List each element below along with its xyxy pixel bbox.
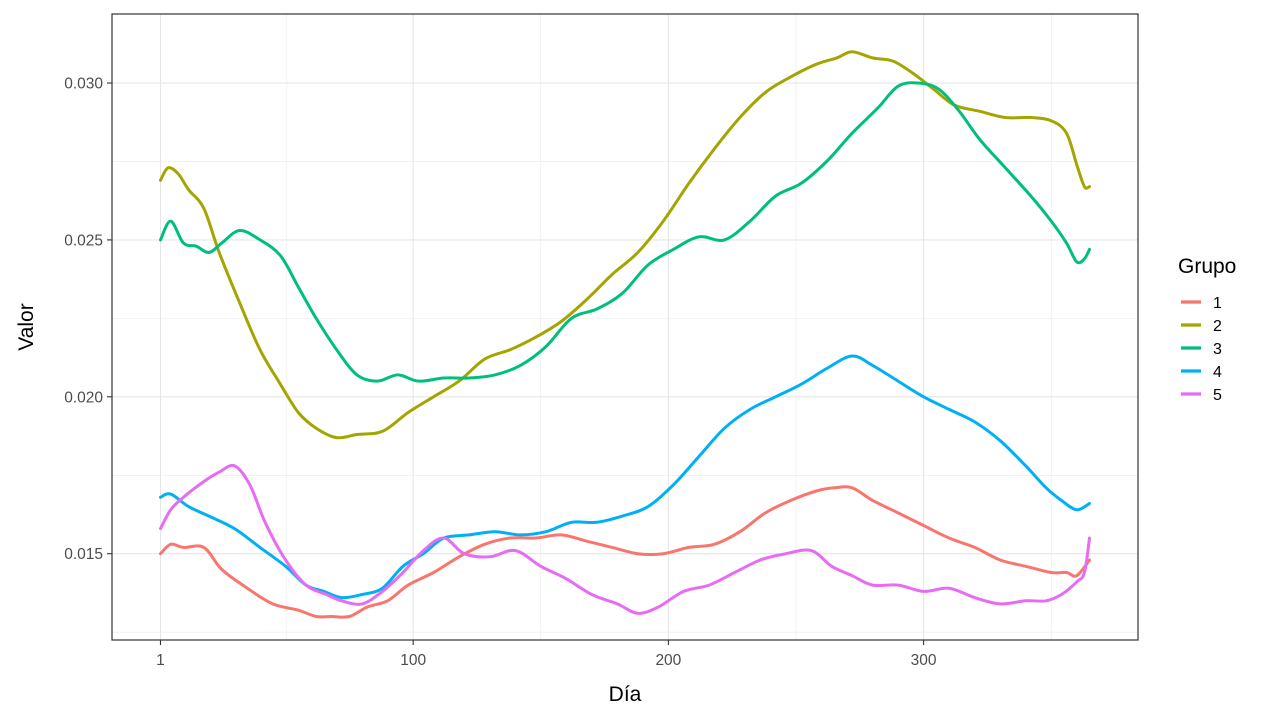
major-gridlines: [112, 14, 1138, 640]
legend-label-grupo-3: 3: [1213, 341, 1222, 358]
y-tick-label: 0.020: [64, 389, 103, 406]
x-axis-title: Día: [609, 683, 642, 706]
legend-items: 1 2 3 4 5: [1181, 295, 1222, 404]
series-line-grupo-1: [159, 485, 1091, 619]
y-tick-label: 0.025: [64, 232, 103, 249]
y-axis-title: Valor: [15, 303, 38, 350]
x-tick-label: 300: [911, 652, 937, 669]
series-line-grupo-3: [159, 81, 1091, 383]
x-tick-label: 1: [156, 652, 165, 669]
series-line-grupo-5: [159, 463, 1091, 615]
x-tick-label: 200: [655, 652, 681, 669]
minor-gridlines: [112, 14, 1138, 640]
y-axis: 0.015 0.020 0.025 0.030: [64, 76, 112, 563]
legend: Grupo 1 2 3 4 5: [1178, 255, 1236, 404]
legend-label-grupo-5: 5: [1213, 387, 1222, 404]
legend-label-grupo-4: 4: [1213, 364, 1222, 381]
legend-label-grupo-1: 1: [1213, 295, 1222, 312]
x-axis: 1 100 200 300: [156, 640, 937, 669]
legend-label-grupo-2: 2: [1213, 318, 1222, 335]
legend-title: Grupo: [1178, 255, 1236, 278]
y-tick-label: 0.015: [64, 546, 103, 563]
x-tick-label: 100: [400, 652, 426, 669]
y-tick-label: 0.030: [64, 76, 103, 93]
series-line-grupo-2: [159, 50, 1091, 440]
series-lines: [159, 50, 1091, 619]
plot-panel-border: [111, 13, 1139, 641]
